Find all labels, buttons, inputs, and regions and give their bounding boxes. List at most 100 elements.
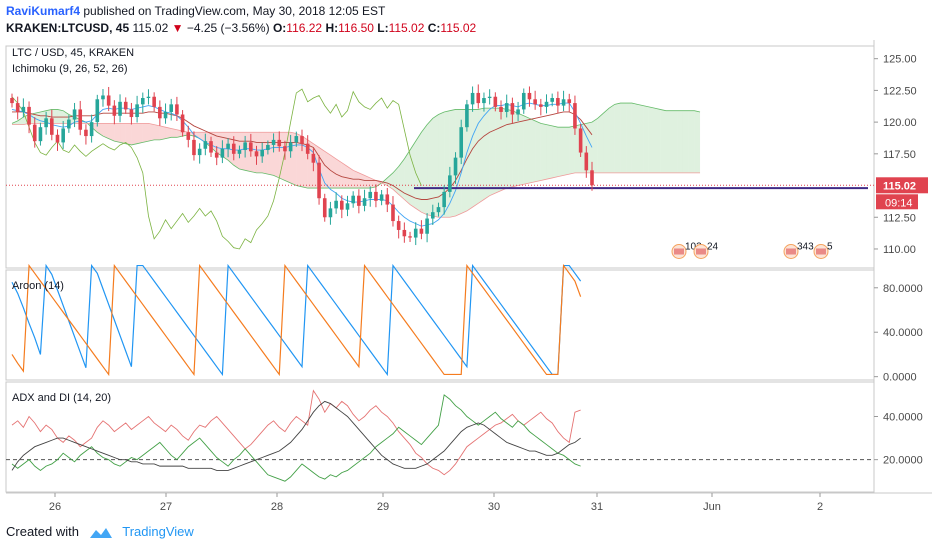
candle-body	[567, 99, 572, 104]
candle-body	[340, 200, 344, 210]
aroon-label: Aroon (14)	[12, 280, 64, 292]
kumo-segment	[563, 127, 570, 176]
kumo-segment	[682, 110, 689, 173]
candle-body	[21, 106, 26, 112]
candle-body	[550, 98, 554, 102]
candle-body	[55, 134, 60, 143]
last-price-badge	[876, 177, 928, 194]
kumo-segment	[131, 123, 138, 145]
candle-body	[504, 103, 509, 112]
kumo-segment	[614, 103, 621, 173]
candle-body	[374, 191, 378, 201]
kumo-segment	[324, 151, 331, 189]
candle-body	[123, 101, 128, 110]
last-price: 115.02	[132, 21, 169, 35]
flag-stripes-icon	[674, 248, 684, 255]
ohlc-values: O:116.22 H:116.50 L:115.02 C:115.02	[273, 21, 476, 35]
kumo-segment	[137, 123, 143, 144]
kumo-segment	[125, 123, 132, 145]
tradingview-brand[interactable]: TradingView	[122, 524, 194, 539]
price-tick-label: 110.00	[883, 244, 916, 256]
candle-body	[487, 96, 492, 99]
candle-body	[459, 127, 464, 158]
candle-body	[243, 142, 247, 151]
candle-body	[499, 106, 503, 112]
candle-body	[135, 104, 139, 118]
last-price-label: 115.02	[883, 180, 916, 192]
kumo-segment	[677, 110, 683, 173]
close-label: C:	[427, 21, 441, 35]
candle-body	[419, 228, 424, 234]
countdown-badge	[876, 194, 918, 210]
candle-body	[430, 212, 435, 219]
kumo-segment	[358, 172, 365, 189]
candle-body	[470, 92, 475, 105]
time-tick-label: 30	[488, 501, 500, 513]
kumo-segment	[694, 110, 701, 173]
kumo-segment	[535, 120, 541, 182]
kumo-segment	[199, 132, 206, 143]
candle-body	[10, 98, 14, 104]
kumo-segment	[171, 128, 177, 138]
kumo-segment	[529, 118, 536, 184]
down-arrow-icon: ▼	[171, 21, 184, 35]
event-count-label: 24	[707, 242, 719, 253]
candle-body	[152, 96, 156, 107]
kumo-segment	[17, 117, 24, 125]
candle-body	[465, 104, 469, 128]
candle-body	[556, 98, 560, 106]
kumo-segment	[631, 103, 638, 173]
candle-body	[300, 136, 304, 144]
kumo-segment	[273, 132, 280, 178]
plus-di-line	[11, 389, 581, 476]
high-value: 116.50	[338, 21, 374, 35]
kumo-segment	[193, 132, 200, 139]
candle-body	[396, 221, 401, 230]
event-count-label: 343	[797, 242, 814, 253]
candle-body	[101, 95, 105, 100]
kumo-segment	[165, 127, 172, 139]
kumo-segment	[239, 132, 246, 171]
kumo-segment	[392, 166, 399, 195]
chikou-span	[11, 88, 422, 250]
kumo-segment	[114, 123, 121, 143]
kumo-segment	[620, 103, 627, 173]
candle-body	[209, 141, 213, 153]
kumo-segment	[609, 104, 615, 173]
high-label: H:	[325, 21, 339, 35]
aroon-tick-label: 80.0000	[883, 283, 923, 295]
time-tick-label: 31	[591, 501, 603, 513]
candle-body	[146, 96, 151, 99]
candle-body	[192, 139, 196, 156]
kumo-segment	[410, 141, 416, 209]
kumo-segment	[404, 150, 411, 205]
kumo-segment	[478, 108, 484, 204]
kumo-segment	[495, 108, 502, 194]
kumo-segment	[432, 114, 439, 218]
price-change: −4.25 (−3.56%)	[186, 21, 270, 35]
candle-body	[527, 92, 532, 100]
author-link[interactable]: RaviKumarf4	[6, 4, 81, 18]
kumo-segment	[375, 180, 382, 187]
aroon-up-line	[11, 263, 582, 377]
chart-canvas[interactable]: 103 24 343 5 125.00 122.50 120.00 117.50 112.50…	[0, 40, 932, 520]
candle-body	[305, 143, 310, 154]
candle-body	[294, 136, 299, 143]
candle-body	[402, 229, 407, 237]
kumo-segment	[569, 125, 575, 175]
kumo-segment	[654, 108, 661, 173]
kumo-segment	[154, 124, 160, 140]
kumo-segment	[597, 113, 604, 173]
time-tick-label: 29	[377, 501, 389, 513]
kumo-segment	[142, 123, 149, 143]
candle-body	[510, 103, 515, 115]
publish-line: RaviKumarf4 published on TradingView.com…	[6, 4, 385, 18]
price-tick-label: 120.00	[883, 117, 917, 129]
candle-body	[493, 96, 498, 107]
candle-body	[584, 152, 589, 171]
kumo-segment	[671, 110, 678, 173]
candle-body	[271, 139, 276, 145]
kumo-segment	[512, 110, 519, 187]
candle-body	[158, 106, 162, 119]
candle-body	[112, 105, 117, 116]
